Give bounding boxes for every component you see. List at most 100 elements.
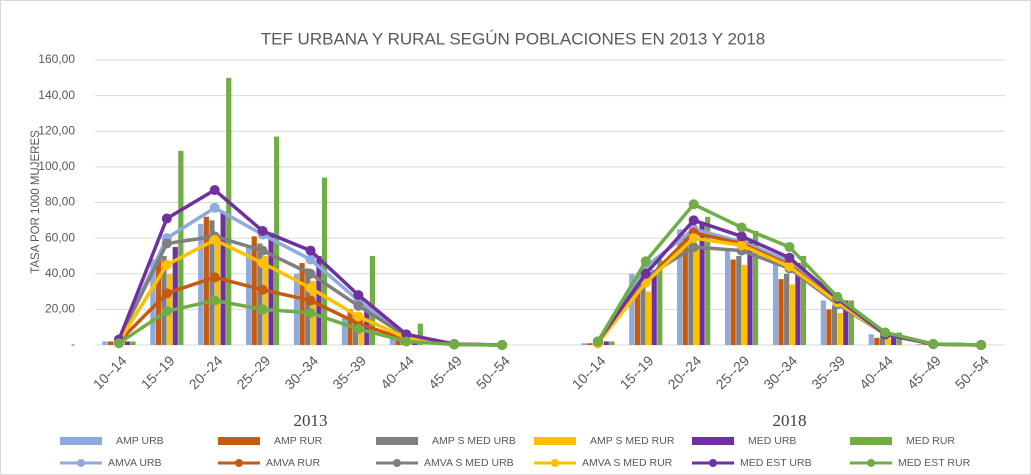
line-marker [688,215,699,226]
y-tick-label: 100,00 [38,159,75,173]
legend-label: AMP RUR [274,435,323,447]
bar [891,334,897,345]
legend-swatch [692,437,734,445]
bar [699,223,705,345]
chart-title: TEF URBANA Y RURAL SEGÚN POBLACIONES EN … [261,29,766,48]
legend-label: AMP URB [116,435,164,447]
bar [868,334,874,345]
bar [747,241,753,345]
line-marker [257,304,268,315]
line-marker [209,185,220,196]
line-marker [305,245,316,256]
bar [772,259,779,345]
legend-swatch-marker [551,459,559,467]
legend-swatch [218,437,260,445]
bar [209,220,215,345]
bar [752,231,759,345]
y-tick-label: 40,00 [45,266,75,280]
bar [826,309,832,345]
line-marker [688,242,699,253]
legend-label: MED URB [748,435,796,447]
legend-swatch-marker [235,459,243,467]
bar [198,223,204,345]
bar [629,273,635,345]
bar [837,312,843,345]
y-tick-label: 20,00 [45,302,75,316]
legend-label: MED EST RUR [898,457,971,469]
line-marker [161,288,172,299]
line-marker [976,340,987,350]
bar [257,243,263,345]
bar [885,337,891,345]
bar [316,255,322,345]
legend-swatch [534,437,576,445]
bar [603,341,609,345]
bar [705,216,711,345]
legend-label: MED EST URB [740,457,812,469]
bar [161,255,167,345]
line-marker [880,327,891,338]
bar [874,337,880,345]
bar [820,300,826,345]
bar [651,270,657,345]
bar [389,337,395,345]
bar [843,300,849,345]
bar [251,236,257,345]
line-marker [640,256,651,267]
line-marker [784,261,795,272]
bar [150,259,156,345]
line-marker [161,238,172,249]
line-marker [592,336,603,347]
bar [736,255,742,345]
line-marker [257,284,268,295]
line-marker [161,259,172,270]
bar [130,341,136,345]
bar [784,273,790,345]
bar [107,341,114,345]
line-marker [736,231,747,242]
line-marker [353,290,364,301]
line-marker [688,199,699,210]
bar [586,343,593,345]
bar [640,277,646,345]
legend-label: AMVA RUR [266,457,320,469]
legend-swatch-marker [867,459,875,467]
bar [609,341,615,345]
line-marker [257,245,268,256]
bar [688,241,694,345]
bar [831,305,838,345]
bar [730,259,736,345]
line-marker [353,300,364,311]
y-tick-label: 80,00 [45,195,75,209]
legend-label: MED RUR [906,435,955,447]
legend-swatch [850,437,892,445]
line-marker [209,272,220,283]
legend-swatch [376,437,418,445]
legend-swatch-marker [393,459,401,467]
legend-label: AMVA S MED URB [424,457,514,469]
line-marker [497,340,508,350]
line-marker [401,329,412,340]
line-marker [449,339,460,350]
bar [724,250,731,345]
bar [800,255,807,345]
line-marker [928,338,939,349]
bar [879,336,886,345]
line-marker [257,258,268,269]
bar [677,229,683,345]
y-tick-label: 160,00 [38,52,75,66]
bar [922,344,928,345]
bar [262,255,269,345]
line-marker [209,295,220,306]
line-marker [832,291,843,302]
line-marker [305,268,316,279]
legend-swatch-marker [77,459,85,467]
line-marker [688,233,699,244]
line-marker [736,222,747,233]
bar [214,234,221,345]
bar [645,291,652,345]
y-tick-label: 60,00 [45,230,75,244]
line-marker [209,234,220,245]
